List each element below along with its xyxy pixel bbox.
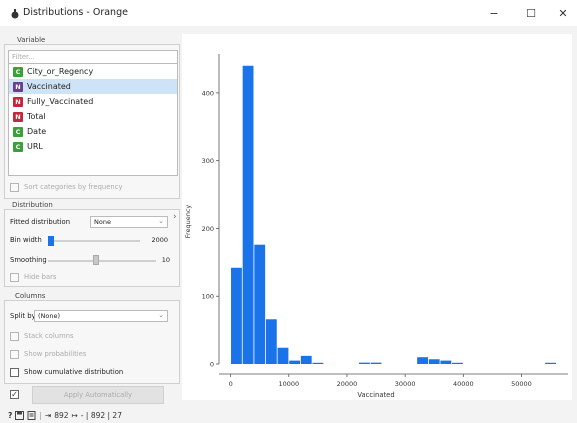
collapse-panel-icon[interactable]: › [173,212,177,222]
smoothing-value: 10 [161,256,170,264]
hide-bars-checkbox[interactable] [10,273,19,282]
hide-bars-label: Hide bars [24,273,57,281]
bin-width-value: 2000 [151,236,168,244]
split-by-label: Split by [10,312,36,320]
list-item-vaccinated[interactable]: N Vaccinated [9,79,177,94]
input-icon: ⇥ [44,410,52,420]
y-tick-label: 300 [202,157,214,165]
histogram-bar [545,362,556,364]
histogram-bar [254,244,266,364]
window-title: Distributions - Orange [23,7,128,18]
auto-apply-checkbox[interactable]: ✓ [10,390,19,399]
stack-columns-label: Stack columns [24,332,74,340]
save-icon[interactable] [15,410,25,420]
show-cumulative-label: Show cumulative distribution [24,368,124,376]
columns-box-label: Columns [15,292,46,300]
fitted-distribution-combo[interactable]: None ⌄ [90,216,168,228]
x-tick-label: 0 [229,380,233,388]
sort-categories-checkbox[interactable] [10,183,19,192]
y-tick-label: 200 [202,225,214,233]
chevron-down-icon: ⌄ [158,217,164,225]
categorical-icon: C [13,66,23,77]
histogram-bar [300,355,312,364]
fitted-distribution-value: None [94,218,111,226]
close-button[interactable]: ✕ [558,6,568,20]
categorical-icon: C [13,141,23,152]
numeric-icon: N [13,81,23,92]
status-divider: | [39,410,42,420]
histogram-bar [231,267,242,364]
chevron-down-icon: ⌄ [158,311,164,319]
numeric-icon: N [13,96,23,107]
list-item-label: Vaccinated [27,82,71,91]
histogram-chart: 0 100 200 300 400 0 10000 20000 30000 40000 50000 V… [184,54,568,399]
x-axis-label: Vaccinated [357,391,394,399]
list-item-fully-vaccinated[interactable]: N Fully_Vaccinated [9,94,177,109]
histogram-bar [417,357,428,364]
y-tick-label: 100 [202,293,214,301]
smoothing-slider-handle[interactable] [93,255,99,265]
histogram-bar [359,362,370,364]
x-tick-label: 50000 [511,380,532,388]
smoothing-label: Smoothing [10,256,47,264]
list-item-label: URL [27,142,43,151]
x-tick-label: 20000 [337,380,358,388]
distribution-box-label: Distribution [12,201,53,209]
output-summary: - | 892 | 27 [80,410,122,420]
sort-categories-label: Sort categories by frequency [24,183,123,191]
variable-list: C City_or_Regency N Vaccinated N Fully_V… [8,64,178,176]
list-item-url[interactable]: C URL [9,139,177,154]
title-bar: Distributions - Orange − ☐ ✕ [0,0,577,26]
histogram-bar [370,362,382,364]
bin-width-slider-handle[interactable] [48,236,54,246]
histogram-bar [277,347,289,364]
y-tick-label: 0 [210,361,214,369]
histogram-bar [289,360,301,364]
histogram-bar [428,359,440,364]
list-item-label: Fully_Vaccinated [27,97,94,106]
x-tick-label: 40000 [453,380,474,388]
y-tick-label: 400 [202,89,214,97]
minimize-button[interactable]: − [489,6,499,20]
categorical-icon: C [13,126,23,137]
numeric-icon: N [13,111,23,122]
histogram-bar [242,65,254,365]
input-count: 892 [54,410,69,420]
maximize-button[interactable]: ☐ [526,6,536,20]
stack-columns-checkbox[interactable] [10,332,19,341]
histogram-bar [440,360,452,364]
bin-width-label: Bin width [10,236,42,244]
show-cumulative-checkbox[interactable] [10,368,19,377]
list-item-city-or-regency[interactable]: C City_or_Regency [9,64,177,79]
list-item-label: City_or_Regency [27,67,94,76]
status-bar: ? | ⇥ 892 ↦ - | 892 | 27 [8,409,122,421]
list-item-label: Date [27,127,47,136]
y-axis-label: Frequency [184,205,192,239]
help-icon[interactable]: ? [8,410,13,420]
plot-area: 0 100 200 300 400 0 10000 20000 30000 40000 50000 V… [182,34,572,400]
report-icon[interactable] [27,410,36,420]
bin-width-slider-track[interactable] [48,240,140,242]
histogram-bar [452,362,463,364]
histogram-bar [265,319,277,364]
show-probabilities-checkbox[interactable] [10,350,19,359]
list-item-total[interactable]: N Total [9,109,177,124]
split-by-combo[interactable]: (None) ⌄ [34,310,168,322]
apply-automatically-button[interactable]: Apply Automatically [32,386,164,404]
smoothing-slider-track[interactable] [48,260,156,262]
variable-box-label: Variable [17,36,46,44]
x-tick-label: 10000 [278,380,299,388]
split-by-value: (None) [38,312,61,320]
filter-input[interactable]: Filter... [8,50,178,64]
fitted-distribution-label: Fitted distribution [10,218,71,226]
orange-app-icon [11,9,19,19]
list-item-label: Total [27,112,46,121]
show-probabilities-label: Show probabilities [24,350,87,358]
list-item-date[interactable]: C Date [9,124,177,139]
histogram-bar [312,362,324,364]
output-icon: ↦ [71,410,78,420]
x-tick-label: 30000 [395,380,416,388]
